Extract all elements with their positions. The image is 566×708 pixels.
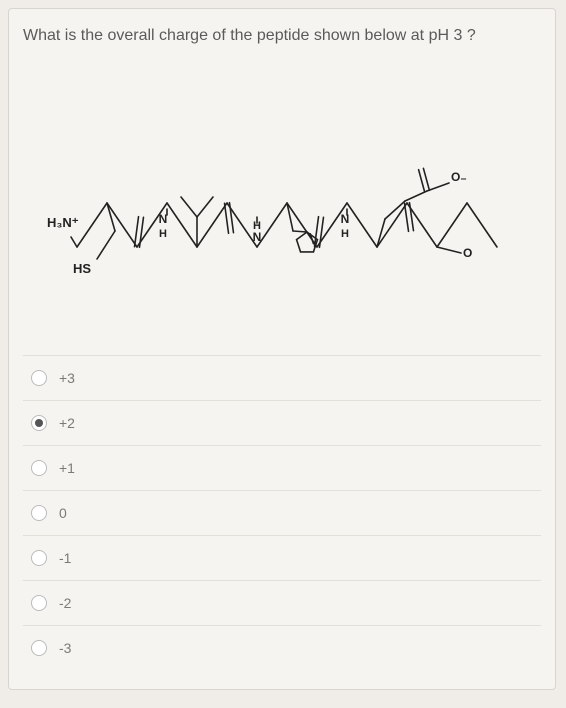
radio-icon[interactable] [31,640,47,656]
option-row[interactable]: +1 [23,446,541,491]
svg-text:N: N [253,230,262,244]
svg-text:O: O [463,246,472,260]
radio-icon[interactable] [31,370,47,386]
option-row[interactable]: +3 [23,356,541,401]
option-label: +1 [59,460,75,476]
option-row[interactable]: 0 [23,491,541,536]
svg-text:H₃N⁺: H₃N⁺ [47,215,79,230]
radio-icon[interactable] [31,460,47,476]
option-label: -3 [59,640,71,656]
question-card: What is the overall charge of the peptid… [8,8,556,690]
option-label: -1 [59,550,71,566]
answer-options: +3 +2 +1 0 -1 -2 -3 [23,355,541,670]
radio-icon[interactable] [31,415,47,431]
question-text: What is the overall charge of the peptid… [9,9,555,55]
radio-icon[interactable] [31,550,47,566]
radio-icon[interactable] [31,505,47,521]
svg-text:N: N [159,212,168,226]
svg-text:N: N [341,212,350,226]
option-label: +3 [59,370,75,386]
svg-text:O₋: O₋ [451,170,467,184]
svg-text:H: H [341,228,349,240]
radio-icon[interactable] [31,595,47,611]
option-row[interactable]: -1 [23,536,541,581]
svg-text:HS: HS [73,261,91,276]
option-row[interactable]: -3 [23,626,541,670]
option-row[interactable]: -2 [23,581,541,626]
molecule-svg: H₃N⁺HSNHHNNHO₋O [22,65,542,345]
peptide-figure: H₃N⁺HSNHHNNHO₋O [9,55,555,355]
option-row[interactable]: +2 [23,401,541,446]
svg-text:H: H [159,228,167,240]
option-label: 0 [59,505,67,521]
option-label: +2 [59,415,75,431]
option-label: -2 [59,595,71,611]
